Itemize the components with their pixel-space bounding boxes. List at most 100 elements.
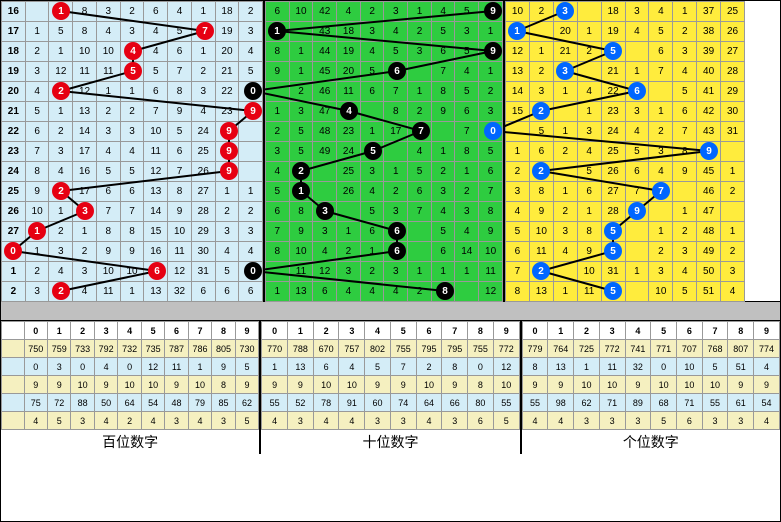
- trend-ball: 6: [388, 222, 406, 240]
- cell: 7: [673, 122, 697, 142]
- cell: 5: [96, 162, 120, 182]
- cell: 4: [408, 142, 432, 162]
- cell: 16: [73, 162, 97, 182]
- cell: 5: [168, 22, 192, 42]
- cell: 1: [25, 22, 49, 42]
- cell: 1: [673, 2, 697, 22]
- cell: 14: [144, 202, 168, 222]
- cell: 28: [601, 202, 625, 222]
- cell: 10: [73, 42, 97, 62]
- cell: 32: [168, 282, 192, 302]
- cell: 27: [2, 222, 26, 242]
- cell: 4: [215, 242, 239, 262]
- cell: 1: [408, 2, 432, 22]
- trend-ball: 9: [628, 202, 646, 220]
- cell: 5: [625, 142, 649, 162]
- stats-cell: 9: [548, 376, 574, 394]
- cell: 48: [697, 222, 721, 242]
- cell: [553, 162, 577, 182]
- cell: 44: [313, 42, 337, 62]
- cell: 10: [506, 2, 530, 22]
- cell: 5: [215, 262, 239, 282]
- stats-cell: 9: [522, 376, 548, 394]
- cell: 7: [649, 62, 673, 82]
- cell: 16: [144, 242, 168, 262]
- cell: 4: [120, 142, 144, 162]
- stats-cell: 7: [390, 358, 416, 376]
- stats-cell: 10: [118, 376, 141, 394]
- cell: 20: [2, 82, 26, 102]
- stats-cell: 8: [468, 376, 494, 394]
- stats-cell: 5: [235, 358, 259, 376]
- stats-cell: 10: [339, 376, 365, 394]
- stats-hdr: 9: [235, 322, 259, 340]
- cell: [360, 102, 384, 122]
- stats-cell: 12: [493, 358, 519, 376]
- stats-cell: 0: [651, 358, 677, 376]
- stats-cell: 51: [728, 358, 754, 376]
- cell: 7: [96, 202, 120, 222]
- trend-ball: 2: [532, 162, 550, 180]
- cell: 1: [431, 142, 455, 162]
- cell: 51: [697, 282, 721, 302]
- stats-cell: 10: [493, 376, 519, 394]
- stats-cell: 1: [188, 358, 211, 376]
- cell: [266, 262, 290, 282]
- stats-cell: 3: [625, 412, 651, 430]
- cell: 4: [506, 202, 530, 222]
- cell: 12: [49, 62, 73, 82]
- stats-cell: 10: [416, 376, 442, 394]
- cell: 4: [553, 242, 577, 262]
- stats-cell: 12: [141, 358, 164, 376]
- cell: 5: [577, 162, 601, 182]
- cell: 22: [2, 122, 26, 142]
- cell: 3: [120, 22, 144, 42]
- cell: 4: [360, 42, 384, 62]
- stats-hdr: 2: [574, 322, 600, 340]
- stats-cell: 0: [71, 358, 94, 376]
- trend-ball: 9: [700, 142, 718, 160]
- cell: 10: [96, 42, 120, 62]
- stats-hdr: 5: [141, 322, 164, 340]
- cell: 7: [25, 142, 49, 162]
- stats-cell: 54: [754, 394, 780, 412]
- stats-cell: 10: [574, 376, 600, 394]
- cell: 1: [73, 222, 97, 242]
- cell: 8: [25, 162, 49, 182]
- cell: 6: [96, 182, 120, 202]
- stats-cell: 732: [118, 340, 141, 358]
- cell: 5: [455, 42, 479, 62]
- cell: 4: [96, 142, 120, 162]
- cell: 18: [215, 2, 239, 22]
- cell: 10: [96, 262, 120, 282]
- cell: 21: [601, 62, 625, 82]
- cell: 13: [506, 62, 530, 82]
- cell: 3: [25, 282, 49, 302]
- stats-hdr: 9: [493, 322, 519, 340]
- cell: 4: [455, 222, 479, 242]
- stats-cell: 733: [71, 340, 94, 358]
- cell: 10: [479, 242, 503, 262]
- cell: 2: [2, 282, 26, 302]
- cell: 1: [529, 42, 553, 62]
- stats-cell: 805: [212, 340, 235, 358]
- cell: 25: [721, 2, 745, 22]
- stats-cell: 6: [676, 412, 702, 430]
- stats-cell: 735: [141, 340, 164, 358]
- cell: 4: [577, 142, 601, 162]
- cell: 11: [289, 262, 313, 282]
- cell: 3: [408, 42, 432, 62]
- cell: 9: [25, 182, 49, 202]
- stats-cell: 55: [262, 394, 288, 412]
- cell: 3: [553, 222, 577, 242]
- cell: [649, 82, 673, 102]
- cell: 3: [266, 142, 290, 162]
- cell: 27: [721, 42, 745, 62]
- cell: 4: [431, 202, 455, 222]
- stats-cell: 11: [165, 358, 188, 376]
- cell: [289, 22, 313, 42]
- stats-cell: 9: [94, 376, 117, 394]
- cell: 10: [168, 222, 192, 242]
- stats-cell: 792: [94, 340, 117, 358]
- stats-cell: 64: [118, 394, 141, 412]
